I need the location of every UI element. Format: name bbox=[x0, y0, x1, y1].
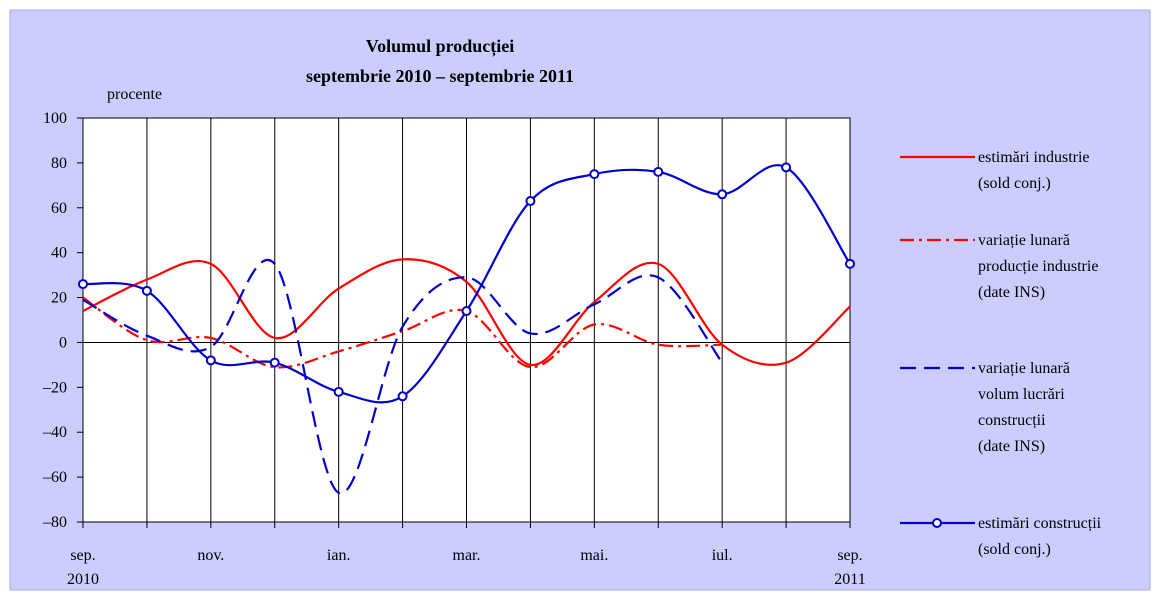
series-marker bbox=[397, 391, 408, 402]
y-tick-label: –20 bbox=[42, 379, 67, 396]
legend-label: variație lunară producție industrie (date … bbox=[978, 232, 1098, 301]
x-tick-label: sep. 2011 bbox=[834, 547, 865, 588]
y-tick-label: –80 bbox=[42, 514, 67, 531]
chart-subtitle: septembrie 2010 – septembrie 2011 bbox=[306, 66, 574, 86]
y-tick-label: –60 bbox=[42, 469, 67, 486]
y-tick-label: 0 bbox=[59, 334, 67, 351]
series-marker bbox=[717, 189, 728, 200]
x-tick-label: sep. 2010 bbox=[67, 547, 99, 588]
series-marker bbox=[525, 196, 536, 207]
series-marker bbox=[205, 355, 216, 366]
series-marker bbox=[781, 162, 792, 173]
series-marker bbox=[269, 357, 280, 368]
y-tick-label: 100 bbox=[43, 110, 67, 127]
y-tick-label: 20 bbox=[51, 290, 67, 307]
x-tick-label: mai. bbox=[580, 547, 608, 564]
y-tick-label: 80 bbox=[51, 155, 67, 172]
series-marker bbox=[141, 285, 152, 296]
series-marker bbox=[653, 166, 664, 177]
legend-marker bbox=[932, 518, 942, 528]
x-tick-label: mar. bbox=[453, 547, 481, 564]
series-line bbox=[82, 259, 724, 495]
y-tick-label: –40 bbox=[42, 424, 67, 441]
y-axis-label: procente bbox=[107, 86, 162, 103]
legend-label: variație lunară volum lucrări construcții(… bbox=[978, 360, 1070, 455]
legend-label: estimări industrie (sold conj.) bbox=[978, 149, 1090, 192]
x-tick-label: iul. bbox=[712, 547, 733, 564]
series-marker bbox=[461, 306, 472, 317]
y-tick-label: 60 bbox=[51, 200, 67, 217]
series-marker bbox=[589, 169, 600, 180]
x-tick-label: ian. bbox=[327, 547, 351, 564]
legend-label: estimări construcții (sold conj.) bbox=[978, 515, 1102, 558]
series-marker bbox=[845, 258, 855, 269]
y-tick-label: 40 bbox=[51, 245, 67, 262]
series-marker bbox=[78, 279, 88, 290]
series-marker bbox=[333, 386, 344, 397]
chart-title: Volumul producției bbox=[366, 36, 515, 57]
series-line bbox=[82, 296, 723, 369]
x-tick-label: nov. bbox=[197, 547, 224, 564]
